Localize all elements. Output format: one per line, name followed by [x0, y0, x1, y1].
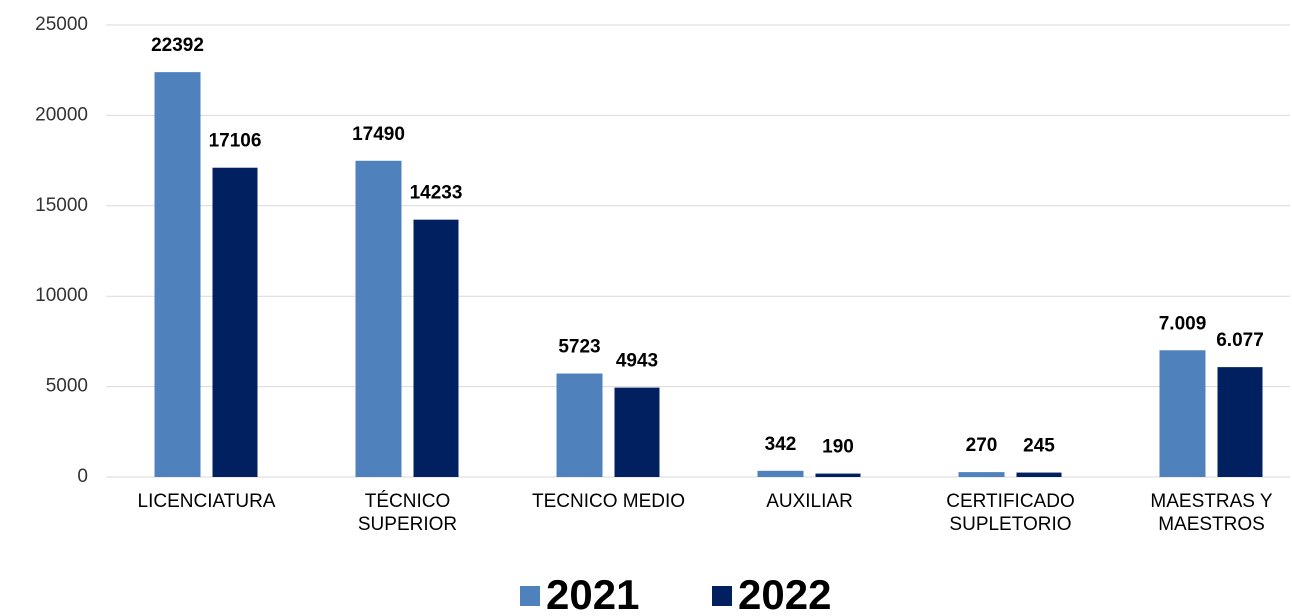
bar	[1016, 472, 1062, 477]
bar	[958, 472, 1005, 477]
bar	[1217, 367, 1263, 477]
bar	[413, 219, 459, 477]
data-label: 6.077	[1216, 330, 1264, 351]
y-tick-label: 0	[77, 466, 88, 487]
x-tick-label: TÉCNICO SUPERIOR	[357, 491, 458, 535]
legend-swatch	[520, 586, 540, 606]
data-label: 245	[1023, 436, 1055, 457]
y-tick-label: 10000	[35, 285, 88, 306]
data-label: 270	[966, 435, 998, 456]
y-tick-label: 15000	[35, 195, 88, 216]
data-label: 342	[765, 434, 797, 455]
data-label: 17106	[209, 131, 262, 152]
bar	[1159, 350, 1206, 477]
x-tick-label: MAESTRAS Y MAESTROS	[1150, 491, 1273, 535]
data-label: 4943	[616, 351, 658, 372]
data-label: 22392	[151, 35, 204, 56]
x-tick-label: CERTIFICADO SUPLETORIO	[946, 491, 1075, 535]
data-label: 17490	[352, 124, 405, 145]
legend-label: 2021	[546, 571, 639, 616]
bar	[556, 373, 603, 477]
bar	[815, 473, 861, 477]
legend-label: 2022	[738, 571, 831, 616]
data-label: 5723	[558, 337, 600, 358]
y-tick-label: 20000	[35, 104, 88, 125]
data-label: 7.009	[1159, 313, 1207, 334]
bar	[614, 387, 660, 477]
x-tick-label: AUXILIAR	[766, 491, 853, 512]
y-tick-label: 5000	[46, 376, 88, 397]
data-label: 14233	[410, 183, 463, 204]
legend-swatch	[712, 586, 732, 606]
x-tick-label: TECNICO MEDIO	[531, 491, 686, 512]
x-tick-label: LICENCIATURA	[137, 491, 276, 512]
data-label: 190	[822, 437, 854, 458]
bar	[154, 72, 201, 477]
bar	[757, 470, 804, 477]
bar	[212, 167, 258, 478]
y-tick-label: 25000	[35, 14, 88, 35]
bar	[355, 160, 402, 477]
